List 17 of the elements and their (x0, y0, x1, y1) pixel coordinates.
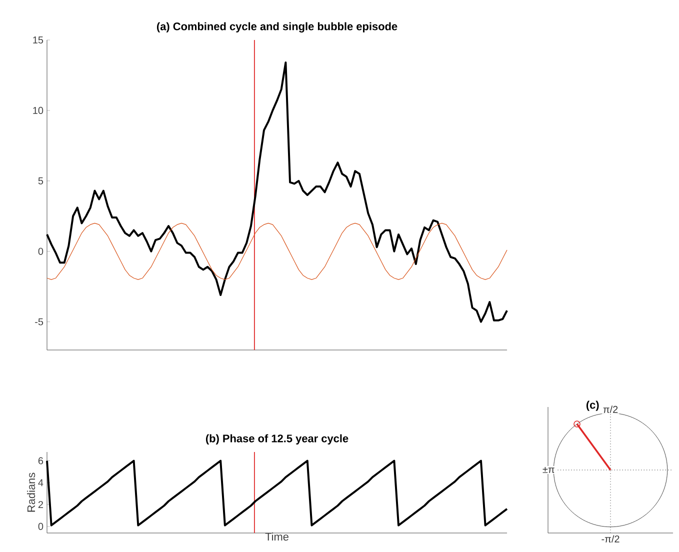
chart-title: (b) Phase of 12.5 year cycle (206, 434, 348, 444)
y-tick-label: -5 (35, 318, 44, 326)
y-tick-label: 4 (38, 479, 44, 486)
text: π/2 (603, 406, 618, 413)
y-tick-label: 2 (38, 501, 43, 508)
text: -π/2 (602, 535, 620, 543)
x-axis-title: Time (265, 532, 288, 541)
y-tick-label: 15 (33, 36, 44, 44)
text: ±π (542, 466, 554, 474)
y-tick-label: 6 (38, 457, 44, 464)
y-tick-label: 5 (38, 177, 44, 184)
y-tick-label: 10 (33, 106, 44, 114)
chart-title: (a) Combined cycle and single bubble episode (156, 22, 398, 32)
y-axis-title: Radians (27, 472, 36, 512)
y-tick-label: 0 (38, 248, 44, 255)
y-tick-label: 0 (38, 522, 44, 530)
text: (c) (586, 400, 599, 411)
